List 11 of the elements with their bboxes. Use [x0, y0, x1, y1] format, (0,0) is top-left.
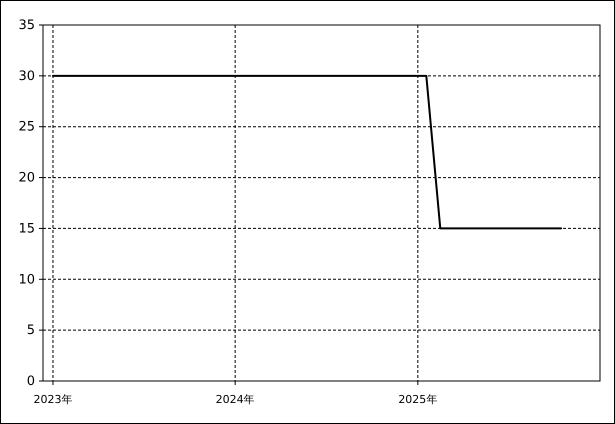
x-tick-label: 2025年: [398, 393, 438, 406]
y-tick-label: 10: [18, 272, 35, 288]
y-tick-label: 0: [26, 374, 35, 389]
y-tick-label: 20: [18, 170, 35, 186]
y-tick-label: 15: [18, 221, 35, 236]
y-tick-label: 25: [18, 120, 35, 135]
y-tick-label: 35: [18, 18, 35, 33]
x-tick-label: 2024年: [216, 393, 255, 406]
x-tick-label: 2023年: [33, 393, 72, 406]
y-tick-label: 30: [18, 68, 35, 84]
y-tick-label: 5: [26, 323, 35, 338]
